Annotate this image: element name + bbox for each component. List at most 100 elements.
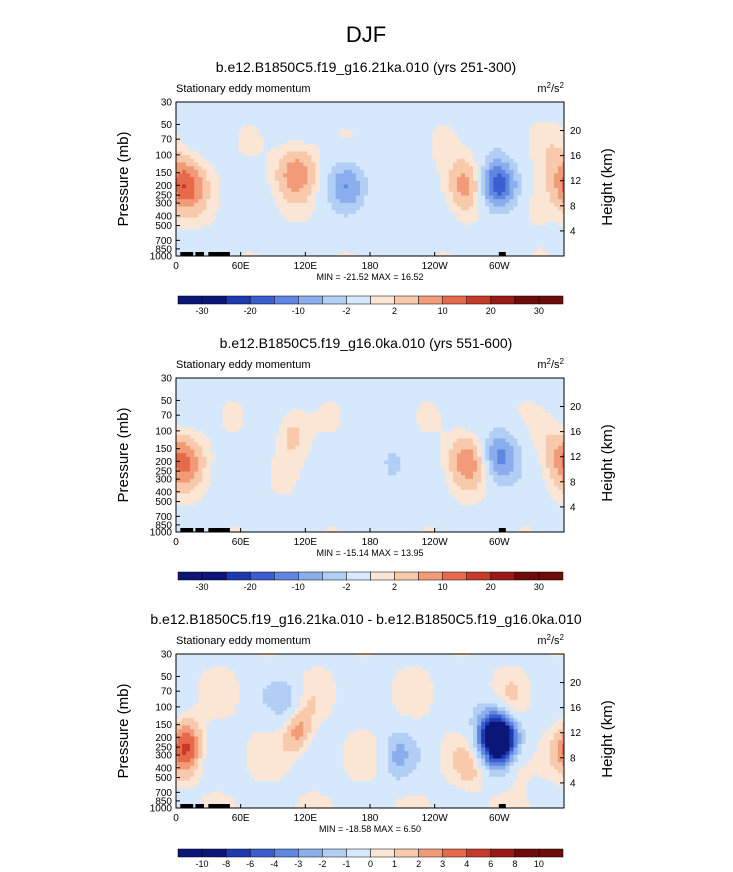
field-cell xyxy=(206,442,211,447)
field-cell xyxy=(279,431,284,436)
field-cell xyxy=(178,677,183,683)
field-cell xyxy=(359,707,365,712)
field-cell xyxy=(194,431,199,436)
field-cell xyxy=(218,681,223,686)
field-cell xyxy=(266,180,272,186)
field-cell xyxy=(384,740,389,745)
field-cell xyxy=(452,158,458,164)
field-cell xyxy=(525,423,531,429)
field-cell xyxy=(230,674,236,679)
field-cell xyxy=(363,191,369,197)
field-cell xyxy=(178,732,183,738)
field-cell xyxy=(335,195,341,200)
field-cell xyxy=(485,721,490,727)
field-cell xyxy=(283,416,288,421)
field-cell xyxy=(190,743,195,749)
field-cell xyxy=(456,475,462,480)
field-cell xyxy=(347,699,353,705)
field-cell xyxy=(323,427,329,432)
field-cell xyxy=(489,250,494,255)
field-cell xyxy=(448,714,454,719)
field-cell xyxy=(489,681,494,686)
field-cell xyxy=(182,195,187,200)
field-cell xyxy=(182,151,187,156)
field-cell xyxy=(521,177,527,182)
field-cell xyxy=(363,714,369,719)
field-cell xyxy=(537,162,543,167)
field-cell xyxy=(176,184,179,189)
field-cell xyxy=(456,195,462,200)
field-cell xyxy=(376,438,381,443)
field-cell xyxy=(448,449,454,454)
field-cell xyxy=(485,718,490,723)
field-cell xyxy=(311,725,316,730)
field-cell xyxy=(557,460,563,465)
field-cell xyxy=(545,169,551,175)
field-cell xyxy=(444,710,450,716)
field-cell xyxy=(198,136,203,142)
x-tick-label: 180 xyxy=(362,537,379,548)
field-cell xyxy=(275,467,280,473)
field-cell xyxy=(359,184,365,189)
field-cell xyxy=(562,464,564,469)
field-cell xyxy=(291,674,296,679)
field-cell xyxy=(549,438,555,443)
field-cell xyxy=(485,144,490,149)
field-cell xyxy=(452,478,458,484)
field-cell xyxy=(368,754,373,760)
field-cell xyxy=(509,460,514,465)
field-cell xyxy=(444,677,450,683)
field-cell xyxy=(343,166,349,171)
field-cell xyxy=(186,147,191,153)
colorbar-label: 30 xyxy=(534,306,544,316)
field-cell xyxy=(456,434,462,440)
field-cell xyxy=(351,754,357,760)
y-right-tick-label: 4 xyxy=(570,226,576,237)
field-cell xyxy=(537,166,543,171)
field-cell xyxy=(258,688,264,694)
field-cell xyxy=(206,453,211,458)
colorbar-box xyxy=(249,571,275,581)
field-cell xyxy=(295,707,300,712)
field-cell xyxy=(497,475,502,480)
field-cell xyxy=(501,151,506,156)
field-cell xyxy=(299,180,304,186)
field-cell xyxy=(396,140,401,145)
field-cell xyxy=(380,685,385,690)
field-cell xyxy=(271,710,276,716)
field-cell xyxy=(489,423,494,429)
field-cell xyxy=(230,703,236,708)
field-cell xyxy=(469,467,474,473)
field-cell xyxy=(327,180,333,186)
field-cell xyxy=(218,751,223,756)
field-cell xyxy=(549,133,555,138)
field-cell xyxy=(194,206,199,211)
field-cell xyxy=(279,147,284,153)
field-cell xyxy=(456,199,462,204)
field-cell xyxy=(517,210,523,215)
field-cell xyxy=(291,732,296,738)
field-cell xyxy=(392,464,397,469)
field-cell xyxy=(271,184,276,189)
field-cell xyxy=(238,129,244,134)
field-cell xyxy=(529,213,535,219)
field-cell xyxy=(331,692,337,697)
field-cell xyxy=(376,405,381,410)
field-cell xyxy=(473,740,478,745)
field-cell xyxy=(396,747,401,752)
field-cell xyxy=(533,405,539,410)
field-cell xyxy=(408,666,413,672)
field-cell xyxy=(303,169,308,175)
field-cell xyxy=(194,434,199,440)
field-cell xyxy=(214,747,219,752)
field-cell xyxy=(412,699,417,705)
field-cell xyxy=(275,674,280,679)
field-cell xyxy=(400,710,405,716)
field-cell xyxy=(456,210,462,215)
field-cell xyxy=(319,707,325,712)
field-cell xyxy=(388,732,393,738)
field-cell xyxy=(517,486,523,491)
field-cell xyxy=(448,740,454,745)
field-cell xyxy=(319,405,325,410)
field-cell xyxy=(303,188,308,193)
